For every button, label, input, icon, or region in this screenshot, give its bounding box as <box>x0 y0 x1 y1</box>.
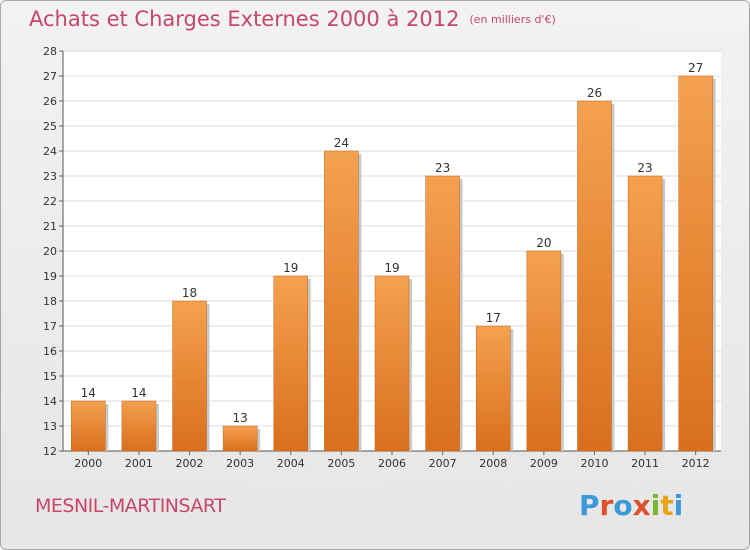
bar <box>678 75 713 452</box>
data-label: 20 <box>536 236 551 250</box>
x-tick-label: 2011 <box>631 457 659 470</box>
y-tick-label: 21 <box>43 220 57 233</box>
data-label: 19 <box>283 261 298 275</box>
bar <box>324 150 359 452</box>
data-label: 14 <box>81 386 96 400</box>
chart-title: Achats et Charges Externes 2000 à 2012 (e… <box>29 7 556 31</box>
data-label: 23 <box>435 161 450 175</box>
y-tick-label: 19 <box>43 270 57 283</box>
y-tick-label: 18 <box>43 295 57 308</box>
logo-letter: i <box>673 489 684 522</box>
data-label: 24 <box>334 136 349 150</box>
x-tick-label: 2012 <box>682 457 710 470</box>
y-tick-label: 26 <box>43 95 57 108</box>
bar <box>172 300 207 452</box>
data-label: 19 <box>384 261 399 275</box>
logo-letter: r <box>599 489 614 522</box>
y-tick-label: 15 <box>43 370 57 383</box>
x-tick-label: 2004 <box>277 457 305 470</box>
y-tick-label: 22 <box>43 195 57 208</box>
bar <box>121 400 157 452</box>
x-tick-label: 2006 <box>378 457 406 470</box>
logo-letter: o <box>613 489 633 522</box>
bar <box>475 325 511 452</box>
data-label: 18 <box>182 286 197 300</box>
x-tick-label: 2002 <box>176 457 204 470</box>
x-tick-label: 2007 <box>429 457 457 470</box>
bar <box>425 175 460 452</box>
x-tick-label: 2000 <box>74 457 102 470</box>
logo-letter: x <box>632 489 651 522</box>
bar <box>222 425 258 452</box>
y-tick-label: 12 <box>43 445 57 458</box>
y-tick-label: 25 <box>43 120 57 133</box>
bar <box>374 275 410 452</box>
data-label: 17 <box>486 311 501 325</box>
bar <box>71 400 106 452</box>
y-tick-label: 13 <box>43 420 57 433</box>
y-tick-label: 20 <box>43 245 57 258</box>
y-tick-label: 14 <box>43 395 57 408</box>
y-tick-label: 28 <box>43 45 57 58</box>
bar <box>526 250 562 452</box>
y-tick-label: 23 <box>43 170 57 183</box>
proxiti-logo: Proxiti <box>579 489 683 522</box>
data-label: 27 <box>688 61 703 75</box>
logo-letter: i <box>650 489 661 522</box>
y-tick-label: 16 <box>43 345 57 358</box>
bar <box>627 175 663 452</box>
bar <box>577 100 612 452</box>
unit-label: (en milliers d'€) <box>469 13 556 26</box>
data-label: 26 <box>587 86 602 100</box>
logo-letter: P <box>579 489 600 522</box>
commune-name: MESNIL-MARTINSART <box>35 495 226 517</box>
data-label: 23 <box>637 161 652 175</box>
logo-letter: t <box>660 489 674 522</box>
x-tick-label: 2005 <box>327 457 355 470</box>
y-tick-label: 24 <box>43 145 57 158</box>
bar <box>273 275 309 452</box>
y-tick-label: 17 <box>43 320 57 333</box>
x-tick-label: 2010 <box>580 457 608 470</box>
x-tick-label: 2001 <box>125 457 153 470</box>
x-tick-label: 2003 <box>226 457 254 470</box>
x-tick-label: 2009 <box>530 457 558 470</box>
title-text: Achats et Charges Externes 2000 à 2012 <box>29 7 460 31</box>
data-label: 13 <box>233 411 248 425</box>
data-label: 14 <box>131 386 146 400</box>
x-tick-label: 2008 <box>479 457 507 470</box>
y-tick-label: 27 <box>43 70 57 83</box>
